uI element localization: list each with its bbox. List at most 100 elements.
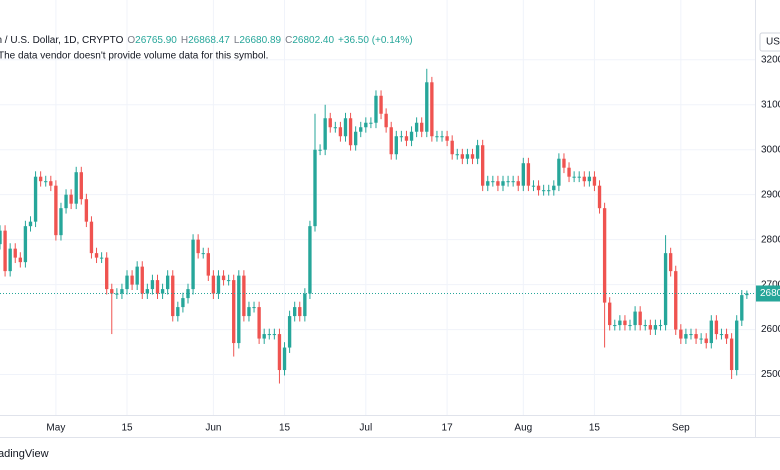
- last-price-label: 26802.4: [760, 288, 780, 299]
- candle-body: [115, 293, 119, 295]
- candle-body: [267, 334, 271, 336]
- candle-body: [455, 154, 459, 156]
- y-tick-label: 27000: [761, 279, 780, 290]
- candle-body: [140, 266, 144, 294]
- candle-body: [155, 280, 160, 294]
- candle-body: [547, 190, 551, 192]
- candle-body: [409, 131, 414, 141]
- ohlc-value: 26680.89: [239, 35, 281, 46]
- candle-body: [59, 208, 63, 236]
- candle-body: [597, 185, 602, 209]
- candle-body: [582, 176, 586, 182]
- candle-body: [567, 167, 571, 177]
- plot-area: [0, 68, 755, 384]
- candle-body: [694, 334, 698, 339]
- candle-body: [572, 176, 576, 178]
- candle-body: [740, 295, 744, 321]
- candle-body: [165, 275, 170, 290]
- candle-body: [684, 334, 688, 339]
- candle-body: [541, 190, 546, 192]
- currency-button[interactable]: [759, 32, 780, 52]
- candle-body: [379, 95, 383, 114]
- candle-body: [353, 131, 358, 146]
- candle-body: [501, 181, 505, 186]
- candle-body: [430, 82, 434, 137]
- brand: TradingView: [0, 448, 49, 460]
- candle-body: [232, 280, 236, 344]
- candle-body: [313, 149, 317, 227]
- candle-body: [282, 347, 287, 371]
- candle-body: [633, 311, 637, 326]
- candle-body: [714, 320, 719, 335]
- candle-body: [23, 226, 28, 263]
- x-tick-label: Aug: [514, 423, 532, 434]
- candle-body: [13, 248, 17, 258]
- candle-body: [679, 329, 683, 339]
- candle-body: [613, 325, 617, 327]
- candle-body: [328, 118, 332, 128]
- candle-body: [445, 136, 449, 141]
- candle-body: [287, 316, 292, 348]
- x-tick-label: Jun: [205, 423, 221, 434]
- candle-body: [0, 230, 2, 245]
- candle-body: [135, 266, 139, 285]
- ohlc-value: 26802.40: [292, 35, 334, 46]
- candle-body: [150, 280, 155, 290]
- candle-body: [308, 226, 312, 294]
- candle-body: [272, 334, 277, 336]
- candle-body: [663, 253, 668, 326]
- ohlc-label: O: [127, 35, 135, 46]
- candle-body: [414, 122, 419, 132]
- candle-body: [277, 334, 282, 371]
- candle-body: [658, 325, 663, 327]
- candle-body: [577, 176, 581, 178]
- candle-body: [668, 253, 673, 272]
- candle-body: [303, 293, 307, 317]
- symbol: Bitcoin / U.S. Dollar, 1D, CRYPTO: [0, 35, 124, 46]
- candle-body: [394, 136, 398, 155]
- y-tick-label: 28000: [761, 234, 780, 245]
- candle-body: [735, 320, 739, 371]
- candle-body: [384, 113, 388, 128]
- candle-body: [729, 338, 734, 371]
- candle-body: [465, 154, 470, 159]
- candle-body: [506, 181, 510, 183]
- candle-body: [79, 172, 83, 200]
- candle-body: [399, 136, 404, 138]
- candle-body: [176, 307, 180, 317]
- candle-body: [420, 122, 424, 132]
- candle-body: [89, 221, 94, 254]
- candle-body: [221, 275, 226, 281]
- candle-body: [33, 176, 38, 222]
- ohlc-label: H: [181, 35, 188, 46]
- candle-body: [359, 127, 363, 132]
- candle-body: [562, 158, 566, 168]
- candle-body: [3, 230, 7, 272]
- x-tick-label: 15: [121, 423, 133, 434]
- candle-body: [704, 338, 708, 344]
- ohlc-label: C: [285, 35, 292, 46]
- candle-body: [389, 127, 393, 155]
- candle-body: [94, 253, 99, 258]
- candle-body: [211, 275, 216, 294]
- candle-body: [298, 307, 302, 317]
- candle-body: [64, 194, 68, 209]
- candle-body: [643, 325, 647, 327]
- candle-body: [338, 127, 343, 137]
- currency[interactable]: USD: [766, 37, 780, 48]
- candle-body: [674, 271, 678, 330]
- y-tick-label: 31000: [761, 99, 780, 110]
- grid: [0, 0, 755, 415]
- candle-body: [171, 275, 175, 317]
- candle-body: [99, 257, 104, 259]
- candle-body: [689, 334, 693, 336]
- candle-body: [623, 320, 627, 326]
- candle-body: [125, 275, 129, 290]
- candle-body: [38, 176, 43, 182]
- candle-body: [252, 307, 256, 309]
- candle-body: [531, 185, 536, 187]
- candle-body: [638, 311, 642, 326]
- candle-body: [516, 181, 520, 186]
